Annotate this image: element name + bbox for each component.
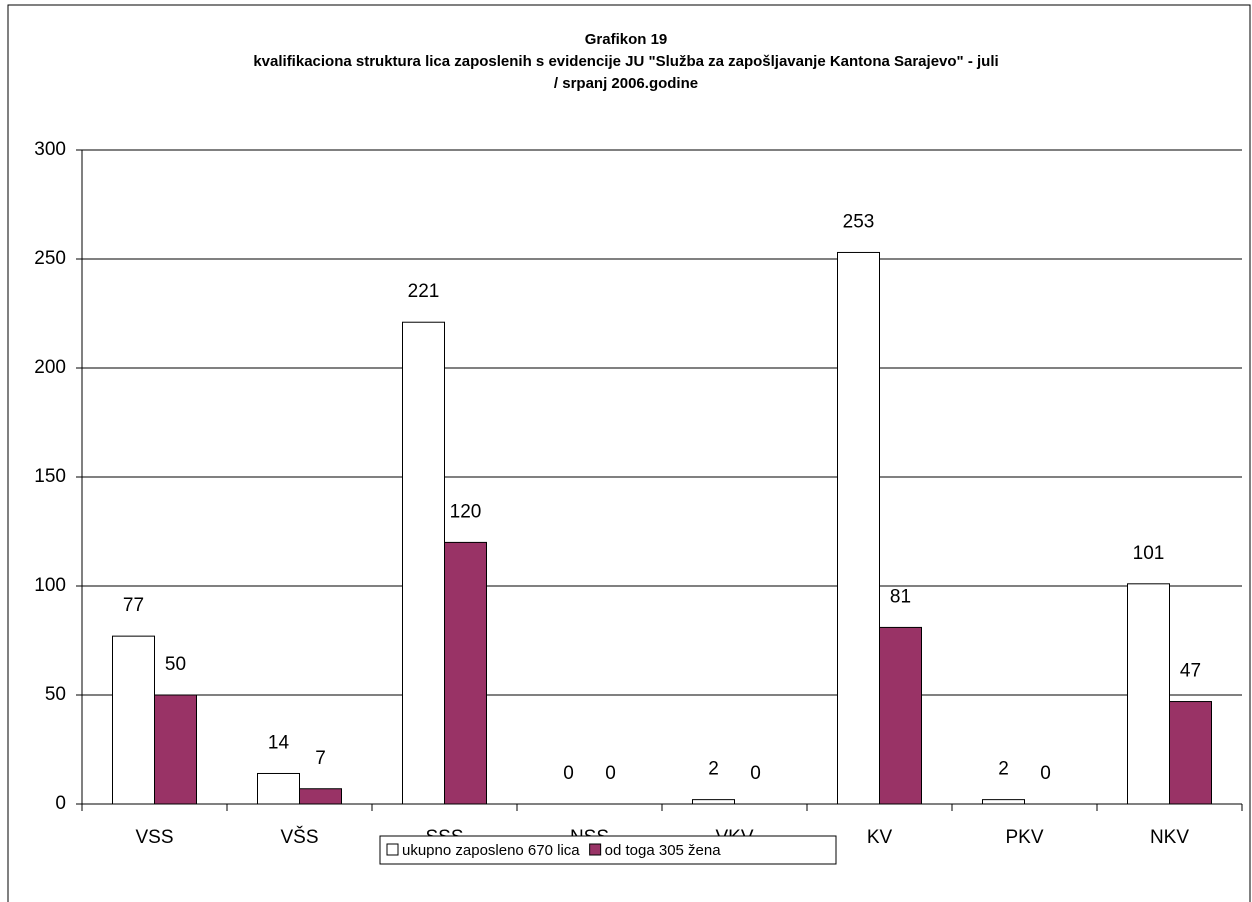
data-label: 253: [843, 211, 875, 232]
bar: [299, 788, 342, 805]
bar: [982, 799, 1025, 805]
data-label: 0: [750, 763, 761, 784]
data-label: 50: [165, 654, 186, 675]
data-label: 2: [998, 759, 1009, 780]
bar: [1169, 701, 1212, 805]
bar: [1127, 583, 1170, 805]
x-tick-label: NKV: [1150, 827, 1189, 848]
bar: [692, 799, 735, 805]
x-tick-label: PKV: [1005, 827, 1043, 848]
bar: [154, 694, 197, 805]
y-tick-label: 250: [34, 248, 66, 269]
legend-label: od toga 305 žena: [605, 842, 722, 859]
x-tick-label: VSS: [135, 827, 173, 848]
data-label: 221: [408, 281, 440, 302]
chart-subtitle: / srpanj 2006.godine: [554, 75, 698, 92]
data-label: 0: [605, 763, 616, 784]
chart-subtitle: kvalifikaciona struktura lica zaposlenih…: [253, 53, 998, 70]
data-label: 120: [450, 501, 482, 522]
legend-swatch: [589, 843, 602, 856]
data-label: 81: [890, 586, 911, 607]
data-label: 14: [268, 732, 290, 753]
data-label: 77: [123, 595, 144, 616]
data-label: 47: [1180, 661, 1201, 682]
data-label: 0: [563, 763, 574, 784]
legend-box: [379, 835, 837, 865]
bar: [402, 321, 445, 805]
x-tick-label: KV: [867, 827, 893, 848]
y-tick-label: 0: [55, 793, 66, 814]
legend-swatch: [386, 843, 399, 856]
data-label: 7: [315, 748, 326, 769]
y-tick-label: 300: [34, 139, 66, 160]
y-tick-label: 200: [34, 357, 66, 378]
bar: [879, 626, 922, 805]
bar: [112, 635, 155, 805]
x-tick-label: VŠS: [280, 826, 318, 848]
legend-label: ukupno zaposleno 670 lica: [402, 842, 580, 859]
chart-title: Grafikon 19: [585, 31, 668, 48]
data-label: 101: [1133, 543, 1165, 564]
bar: [837, 251, 880, 805]
bar: [444, 541, 487, 805]
data-label: 0: [1040, 763, 1051, 784]
data-label: 2: [708, 759, 719, 780]
y-tick-label: 50: [45, 684, 66, 705]
chart-frame: [7, 4, 1251, 902]
y-tick-label: 100: [34, 575, 66, 596]
bar: [257, 772, 300, 805]
y-tick-label: 150: [34, 466, 66, 487]
